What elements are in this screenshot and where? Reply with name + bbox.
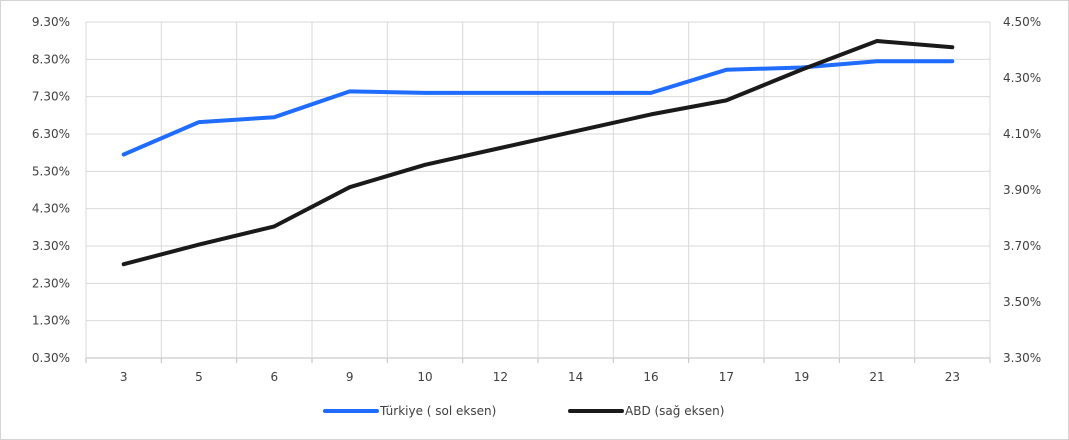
left-tick-label: 8.30% bbox=[32, 52, 70, 66]
x-tick-label: 12 bbox=[493, 370, 508, 384]
legend-label: ABD (sağ eksen) bbox=[625, 404, 724, 418]
left-tick-label: 0.30% bbox=[32, 351, 70, 365]
right-tick-label: 3.90% bbox=[1003, 183, 1041, 197]
x-tick-label: 10 bbox=[417, 370, 432, 384]
x-tick-label: 14 bbox=[568, 370, 583, 384]
right-tick-label: 4.10% bbox=[1003, 127, 1041, 141]
legend-label: Türkiye ( sol eksen) bbox=[379, 404, 496, 418]
right-tick-label: 3.50% bbox=[1003, 295, 1041, 309]
x-tick-label: 17 bbox=[719, 370, 734, 384]
right-tick-label: 3.30% bbox=[1003, 351, 1041, 365]
x-tick-label: 9 bbox=[346, 370, 354, 384]
series-lines bbox=[121, 39, 955, 267]
x-tick-label: 19 bbox=[794, 370, 809, 384]
left-tick-label: 3.30% bbox=[32, 239, 70, 253]
x-tick-label: 16 bbox=[643, 370, 658, 384]
legend: Türkiye ( sol eksen) ABD (sağ eksen) bbox=[323, 404, 724, 418]
right-tick-label: 3.70% bbox=[1003, 239, 1041, 253]
left-tick-label: 9.30% bbox=[32, 15, 70, 29]
left-tick-label: 5.30% bbox=[32, 164, 70, 178]
right-tick-label: 4.50% bbox=[1003, 15, 1041, 29]
right-axis-ticks: 3.30% 3.50% 3.70% 3.90% 4.10% 4.30% 4.50% bbox=[1003, 15, 1041, 365]
right-tick-label: 4.30% bbox=[1003, 71, 1041, 85]
left-tick-label: 2.30% bbox=[32, 276, 70, 290]
abd-series-line bbox=[121, 39, 955, 267]
x-tick-label: 3 bbox=[120, 370, 128, 384]
left-tick-label: 7.30% bbox=[32, 90, 70, 104]
x-tick-label: 21 bbox=[869, 370, 884, 384]
left-tick-label: 6.30% bbox=[32, 127, 70, 141]
left-tick-label: 1.30% bbox=[32, 314, 70, 328]
left-tick-label: 4.30% bbox=[32, 202, 70, 216]
grid-lines bbox=[85, 21, 991, 363]
x-tick-label: 5 bbox=[195, 370, 203, 384]
left-axis-ticks: 0.30% 1.30% 2.30% 3.30% 4.30% 5.30% 6.30% 7.30%… bbox=[32, 15, 70, 365]
x-axis-ticks: 3 5 6 9 10 12 14 16 17 19 21 23 bbox=[120, 370, 960, 384]
x-tick-label: 23 bbox=[945, 370, 960, 384]
x-tick-label: 6 bbox=[271, 370, 279, 384]
